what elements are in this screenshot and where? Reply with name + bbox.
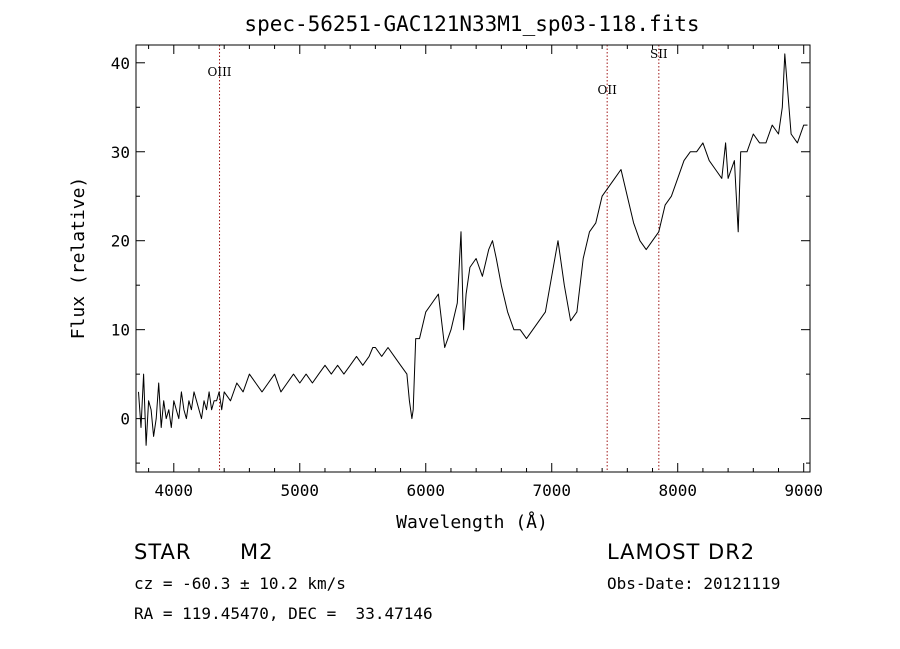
x-tick-label: 4000 [155,481,194,500]
x-tick-label: 5000 [281,481,320,500]
x-tick-label: 6000 [406,481,445,500]
spectrum-line [138,53,808,446]
y-tick-label: 40 [111,54,130,73]
line-label-oii: OII [598,83,618,97]
axes: 4000 5000 6000 7000 8000 9000 0 10 20 30 40 [111,44,823,500]
survey-name: LAMOST DR2 [607,540,756,564]
y-axis-label: Flux (relative) [68,177,89,340]
y-tick-label: 20 [111,232,130,251]
y-tick-label: 30 [111,143,130,162]
object-class: STAR [134,540,192,564]
y-tick-label: 0 [120,410,130,429]
line-label-sii: SII [650,47,668,61]
plot-area: OIII OII SII [138,45,808,472]
object-subclass: M2 [240,540,274,564]
obs-date: Obs-Date: 20121119 [607,574,781,593]
plot-frame [135,44,811,473]
x-tick-label: 9000 [784,481,823,500]
redshift-readout: cz = -60.3 ± 10.2 km/s [134,574,346,593]
y-tick-label: 10 [111,321,130,340]
x-axis-label: Wavelength (Å) [396,511,548,533]
coordinates: RA = 119.45470, DEC = 33.47146 [134,604,433,623]
x-tick-label: 8000 [658,481,697,500]
line-label-oiii: OIII [207,65,231,79]
x-tick-label: 7000 [532,481,571,500]
chart-title: spec-56251-GAC121N33M1_sp03-118.fits [244,12,699,36]
